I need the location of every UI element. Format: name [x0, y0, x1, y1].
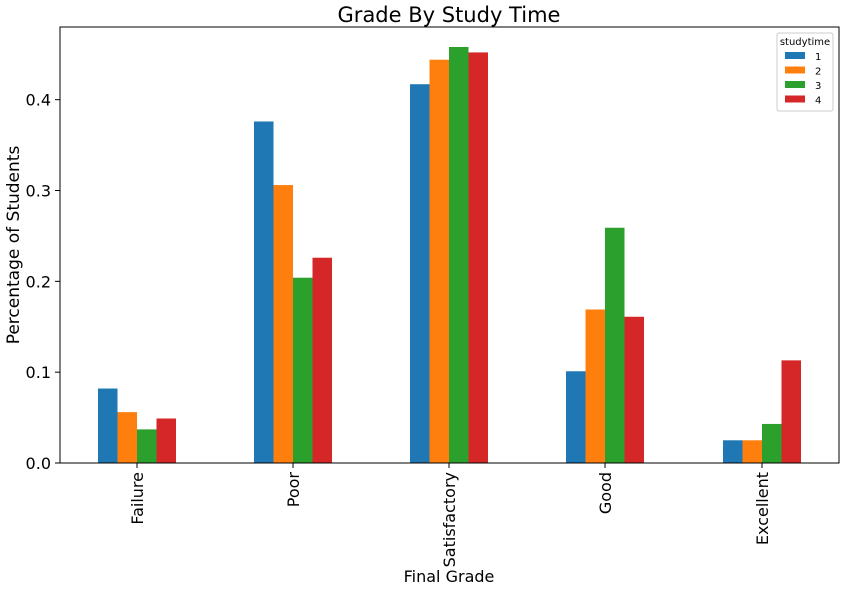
x-tick-label: Failure — [128, 472, 147, 525]
bar-excellent-studytime-3 — [762, 423, 782, 463]
x-tick-label: Poor — [284, 472, 303, 508]
legend-swatch-4 — [785, 95, 805, 103]
bar-satisfactory-studytime-1 — [410, 84, 430, 463]
legend-swatch-2 — [785, 66, 805, 74]
x-axis: Failure Poor Satisfactory Good Excellent — [128, 463, 772, 567]
y-tick-label: 0.0 — [26, 454, 51, 473]
bar-good-studytime-1 — [566, 371, 586, 463]
bar-excellent-studytime-2 — [742, 440, 762, 463]
bar-failure-studytime-1 — [98, 388, 118, 463]
x-tick-label: Satisfactory — [440, 472, 459, 567]
bar-poor-studytime-3 — [293, 277, 313, 463]
y-axis-label: Percentage of Students — [4, 146, 24, 345]
legend-label-3: 3 — [815, 81, 821, 92]
legend-label-1: 1 — [815, 52, 821, 63]
y-axis: 0.0 0.1 0.2 0.3 0.4 — [26, 91, 60, 473]
bar-poor-studytime-2 — [273, 185, 293, 464]
y-tick-label: 0.4 — [26, 91, 51, 110]
bar-failure-studytime-3 — [137, 429, 157, 463]
bar-satisfactory-studytime-3 — [449, 46, 469, 463]
legend-title: studytime — [780, 37, 830, 48]
bar-good-studytime-4 — [624, 316, 644, 463]
y-tick-label: 0.3 — [26, 182, 51, 201]
x-tick-label: Good — [596, 472, 615, 514]
bar-good-studytime-2 — [585, 309, 605, 463]
bar-excellent-studytime-1 — [723, 440, 743, 463]
plot-frame — [59, 26, 840, 464]
bar-satisfactory-studytime-4 — [468, 52, 488, 464]
bar-good-studytime-3 — [605, 227, 625, 463]
x-axis-label: Final Grade — [404, 567, 495, 586]
legend-label-4: 4 — [815, 96, 821, 107]
x-tick-label: Excellent — [753, 472, 772, 545]
bar-poor-studytime-4 — [312, 257, 332, 463]
bar-failure-studytime-2 — [117, 412, 137, 463]
legend-swatch-1 — [785, 52, 805, 59]
bars-group — [98, 46, 801, 464]
bar-poor-studytime-1 — [254, 121, 274, 463]
bar-failure-studytime-4 — [156, 418, 176, 463]
chart-title: Grade By Study Time — [338, 3, 561, 27]
legend-label-2: 2 — [815, 67, 821, 78]
y-tick-label: 0.1 — [26, 363, 51, 382]
legend: studytime 1 2 3 4 — [776, 32, 834, 112]
y-tick-label: 0.2 — [26, 272, 51, 291]
legend-swatch-3 — [785, 81, 805, 88]
bar-satisfactory-studytime-2 — [429, 59, 449, 463]
bar-excellent-studytime-4 — [781, 360, 801, 463]
